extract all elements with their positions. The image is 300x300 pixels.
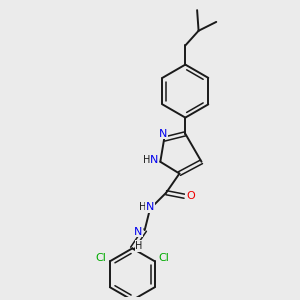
Text: N: N: [134, 226, 142, 237]
Text: H: H: [135, 241, 142, 251]
Text: Cl: Cl: [95, 254, 106, 263]
Text: N: N: [150, 155, 158, 165]
Text: N: N: [158, 129, 167, 139]
Text: Cl: Cl: [159, 254, 170, 263]
Text: N: N: [146, 202, 154, 212]
Text: H: H: [143, 155, 150, 165]
Text: H: H: [139, 202, 146, 212]
Text: O: O: [186, 191, 195, 201]
